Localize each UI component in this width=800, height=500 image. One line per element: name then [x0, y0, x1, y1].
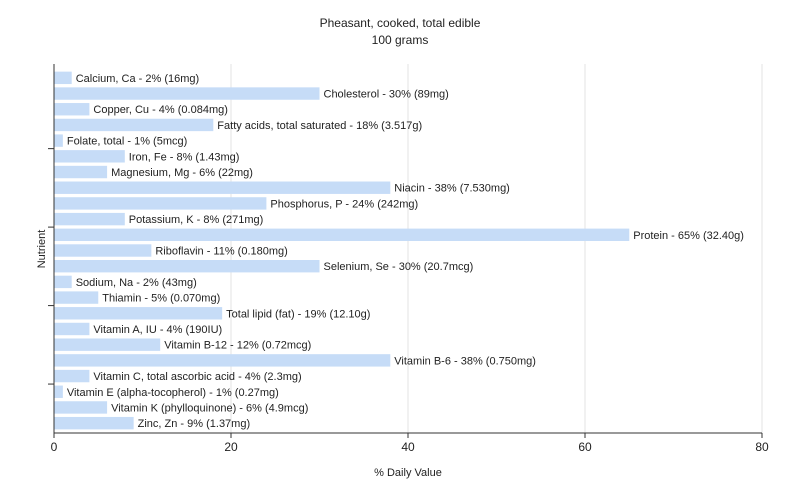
bar: [54, 244, 152, 257]
bar-label: Vitamin C, total ascorbic acid - 4% (2.3…: [93, 371, 301, 383]
chart-subtitle: 100 grams: [371, 33, 429, 47]
x-tick-label: 20: [224, 440, 238, 454]
bar: [54, 275, 72, 289]
bar-label: Potassium, K - 8% (271mg): [129, 214, 263, 226]
bar-label: Vitamin E (alpha-tocopherol) - 1% (0.27m…: [67, 387, 279, 399]
bar: [54, 338, 161, 351]
bar-label: Copper, Cu - 4% (0.084mg): [93, 104, 228, 116]
bar: [54, 259, 320, 273]
bar: [54, 118, 214, 132]
bar-label: Calcium, Ca - 2% (16mg): [76, 73, 199, 85]
bar-label: Cholesterol - 30% (89mg): [324, 89, 449, 101]
bar: [54, 197, 267, 210]
bar: [54, 165, 108, 179]
bar-label: Zinc, Zn - 9% (1.37mg): [138, 418, 250, 430]
chart-title: Pheasant, cooked, total edible: [319, 16, 481, 30]
x-tick-label: 60: [578, 440, 592, 454]
bar-label: Vitamin K (phylloquinone) - 6% (4.9mcg): [111, 402, 308, 414]
bar-label: Total lipid (fat) - 19% (12.10g): [226, 308, 370, 320]
bar-label: Vitamin B-12 - 12% (0.72mcg): [164, 340, 311, 352]
bar: [54, 416, 134, 430]
bar: [54, 87, 320, 100]
bar-label: Iron, Fe - 8% (1.43mg): [129, 151, 240, 163]
x-tick-label: 80: [755, 440, 769, 454]
bar-label: Protein - 65% (32.40g): [633, 230, 744, 242]
bar: [54, 385, 63, 398]
x-axis-label: % Daily Value: [374, 467, 442, 479]
bar: [54, 134, 63, 147]
bar: [54, 71, 72, 85]
bar-label: Selenium, Se - 30% (20.7mcg): [324, 261, 474, 273]
bar: [54, 307, 223, 320]
bar: [54, 103, 90, 116]
bar: [54, 291, 99, 304]
bar: [54, 322, 90, 336]
bar-label: Magnesium, Mg - 6% (22mg): [111, 167, 253, 179]
bar-label: Sodium, Na - 2% (43mg): [76, 277, 197, 289]
bar-label: Vitamin A, IU - 4% (190IU): [93, 324, 222, 336]
bar: [54, 150, 125, 163]
bar-labels: Calcium, Ca - 2% (16mg) Cholesterol - 30%…: [67, 73, 744, 430]
bar-label: Vitamin B-6 - 38% (0.750mg): [394, 355, 536, 367]
bar-label: Thiamin - 5% (0.070mg): [102, 293, 220, 305]
bar-label: Phosphorus, P - 24% (242mg): [270, 198, 418, 210]
gridlines: [230, 64, 763, 433]
bar: [54, 369, 90, 383]
bar-label: Niacin - 38% (7.530mg): [394, 183, 510, 195]
bar-label: Fatty acids, total saturated - 18% (3.51…: [217, 120, 422, 132]
bar: [54, 401, 108, 414]
bar-label: Riboflavin - 11% (0.180mg): [155, 246, 287, 258]
bar-label: Folate, total - 1% (5mcg): [67, 136, 187, 148]
x-tick-label: 40: [401, 440, 415, 454]
y-axis-label: Nutrient: [36, 230, 48, 269]
x-tick-label: 0: [51, 440, 58, 454]
bar: [54, 212, 125, 226]
bars: [54, 71, 630, 430]
x-ticks: 0 20 40 60 80: [48, 148, 769, 454]
bar: [54, 228, 630, 242]
bar: [54, 354, 391, 367]
bar: [54, 181, 391, 194]
